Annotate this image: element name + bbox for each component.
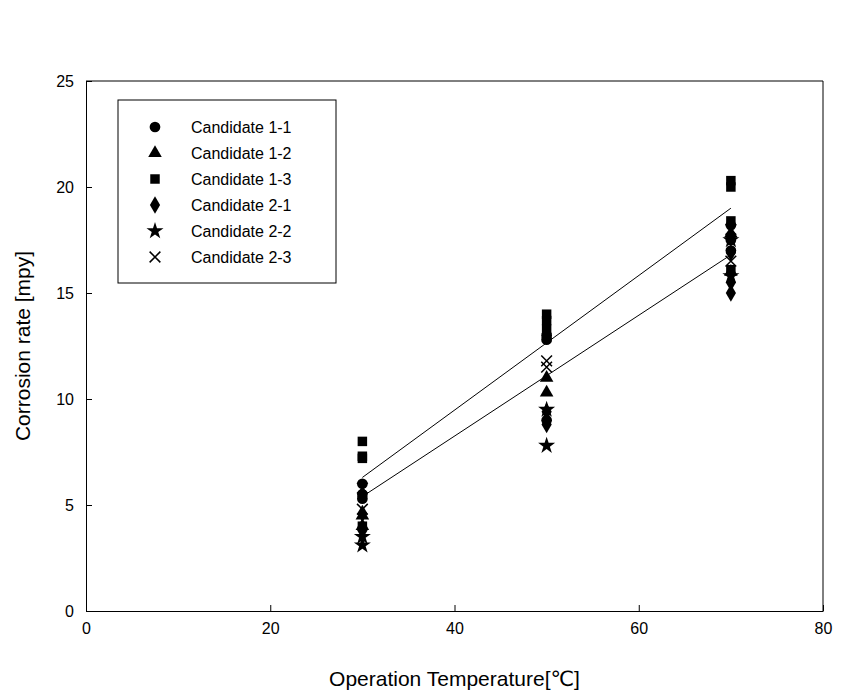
series — [357, 220, 736, 504]
tick: 10 — [56, 391, 92, 408]
point — [538, 401, 555, 417]
series — [358, 176, 736, 531]
tick-mark — [455, 605, 456, 611]
tick-label: 0 — [82, 620, 91, 637]
tick-label: 60 — [630, 620, 648, 637]
point — [538, 437, 555, 453]
point — [541, 362, 552, 373]
tick-label: 20 — [262, 620, 280, 637]
plot-frame — [86, 81, 823, 611]
tick-label: 5 — [65, 497, 74, 514]
tick-mark — [86, 505, 92, 506]
tick-mark — [86, 293, 92, 294]
series — [357, 224, 736, 515]
tick-mark — [86, 399, 92, 400]
tick: 40 — [446, 605, 464, 637]
point — [357, 504, 368, 515]
series — [357, 244, 736, 539]
point — [542, 316, 551, 325]
legend-marker — [150, 196, 160, 214]
tick-label: 15 — [56, 285, 74, 302]
legend-label: Candidate 2-1 — [191, 197, 292, 214]
legend-label: Candidate 1-1 — [191, 119, 292, 136]
legend-marker — [148, 145, 162, 157]
tick-mark — [86, 81, 92, 82]
tick-mark — [823, 605, 824, 611]
point — [726, 244, 736, 262]
trend-line — [362, 255, 731, 497]
series — [356, 226, 738, 530]
x-axis-title: Operation Temperature[℃] — [329, 667, 580, 690]
legend-label: Candidate 1-3 — [191, 171, 292, 188]
point — [726, 216, 735, 225]
legend-label: Candidate 1-2 — [191, 145, 292, 162]
tick-mark — [86, 187, 92, 188]
point — [540, 385, 554, 397]
tick: 20 — [262, 605, 280, 637]
legend-label: Candidate 2-2 — [191, 223, 292, 240]
tick: 15 — [56, 285, 92, 302]
trend-line — [362, 208, 731, 477]
legend-marker — [146, 222, 163, 238]
tick-label: 25 — [56, 73, 74, 90]
legend-marker — [150, 252, 161, 263]
legend-marker — [150, 174, 159, 183]
tick-label: 80 — [815, 620, 833, 637]
tick-mark — [86, 611, 92, 612]
point — [541, 355, 552, 366]
tick-mark — [270, 605, 271, 611]
legend-box — [118, 100, 336, 283]
point — [357, 505, 367, 523]
tick-label: 20 — [56, 179, 74, 196]
axis-line — [87, 611, 824, 612]
tick-mark — [639, 605, 640, 611]
tick-label: 0 — [65, 603, 74, 620]
legend-label: Candidate 2-3 — [191, 249, 292, 266]
tick: 5 — [65, 497, 92, 514]
point — [726, 182, 735, 191]
y-axis-title: Corrosion rate [mpy] — [11, 251, 34, 441]
chart: 0 20 40 60 80 0 5 10 15 20 25 Operation Temperature… — [0, 0, 867, 698]
tick: 25 — [56, 73, 92, 90]
point — [542, 324, 551, 333]
x-axis: 0 20 40 60 80 — [82, 605, 832, 637]
point — [726, 224, 737, 235]
axis-line — [86, 82, 87, 612]
series — [354, 231, 740, 552]
point — [358, 454, 367, 463]
tick-label: 10 — [56, 391, 74, 408]
tick: 80 — [815, 605, 833, 637]
legend-marker — [150, 122, 161, 133]
point — [357, 483, 368, 494]
point — [722, 231, 739, 247]
legend: Candidate 1-1 Candidate 1-2 Candidate 1-3 C… — [118, 100, 336, 283]
point — [358, 437, 367, 446]
plot-area — [354, 176, 740, 553]
tick: 60 — [630, 605, 648, 637]
tick-label: 40 — [446, 620, 464, 637]
tick: 0 — [65, 603, 92, 620]
point — [354, 528, 371, 544]
tick: 20 — [56, 179, 92, 196]
point — [722, 267, 739, 283]
y-axis: 0 5 10 15 20 25 — [56, 73, 92, 620]
